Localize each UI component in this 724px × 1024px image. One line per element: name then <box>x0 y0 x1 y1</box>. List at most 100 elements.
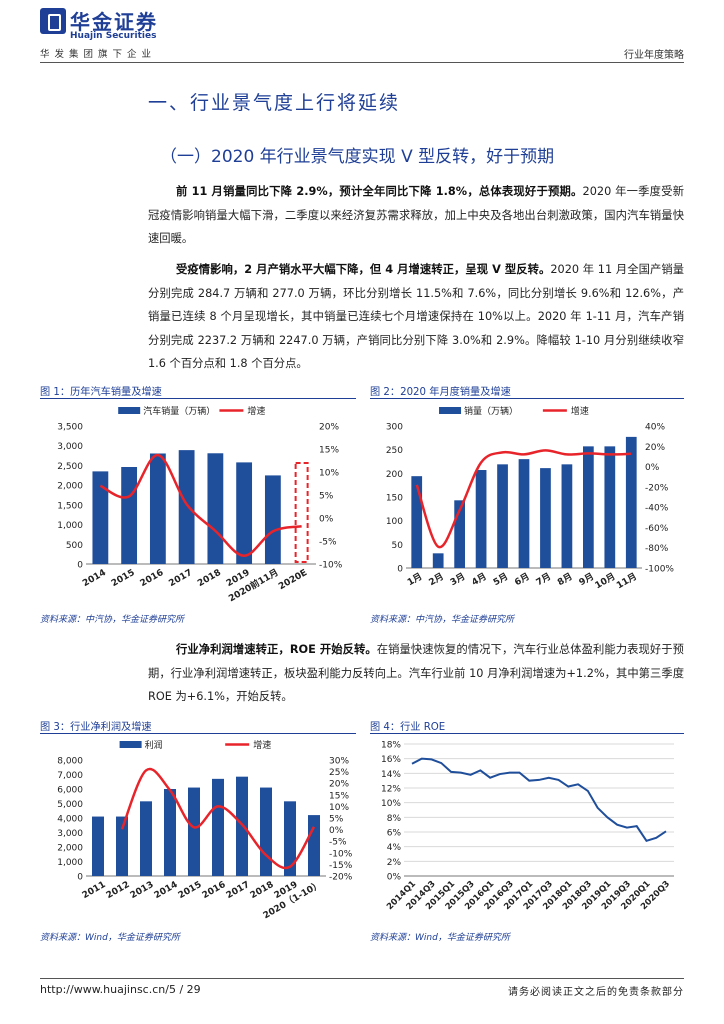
figure-2-source: 资料来源：中汽协，华金证券研究所 <box>370 615 515 625</box>
bar <box>454 500 465 568</box>
legend-bar-label: 利润 <box>145 739 163 751</box>
legend-line-label: 增速 <box>571 405 589 417</box>
y-tick-label: 100 <box>386 517 403 527</box>
y-tick-label: 1,500 <box>57 501 83 511</box>
bar <box>207 453 224 564</box>
y-tick-label: 200 <box>386 470 403 480</box>
figure-3-rule <box>40 733 356 734</box>
x-tick-label: 4月 <box>470 571 489 588</box>
bar <box>92 816 104 876</box>
y-tick-label: 10% <box>381 799 401 809</box>
y2-tick-label: 5% <box>329 815 344 825</box>
y-tick-label: 3,000 <box>57 442 83 452</box>
paragraph-3-body: 在销量快速恢复的情况下，汽车行业总体盈利能力表现好于预期，行业净利润增速转正，板… <box>148 643 684 703</box>
bar <box>236 462 253 564</box>
x-tick-label: 2020E <box>277 568 309 592</box>
bar <box>604 446 616 568</box>
bar <box>411 476 423 568</box>
y2-tick-label: -60% <box>645 524 669 534</box>
logo-icon <box>40 8 66 34</box>
x-tick-label: 1月 <box>406 571 425 588</box>
y2-tick-label: -5% <box>319 538 337 548</box>
x-tick-label: 5月 <box>491 571 510 588</box>
bar <box>583 446 594 568</box>
x-tick-label: 2015 <box>110 568 137 589</box>
y2-tick-label: -10% <box>329 849 353 859</box>
y-tick-label: 16% <box>381 755 401 765</box>
subsection-heading: （一）2020 年行业景气度实现 V 型反转，好于预期 <box>160 147 555 167</box>
y2-tick-label: -15% <box>329 861 353 871</box>
x-tick-label: 2014 <box>81 568 108 589</box>
y-tick-label: 50 <box>392 541 404 551</box>
y2-tick-label: -40% <box>645 504 669 514</box>
x-tick-label: 2017 <box>167 568 194 589</box>
growth-line <box>415 449 632 549</box>
paragraph-3-lead: 行业净利润增速转正，ROE 开始反转。 <box>176 643 377 656</box>
x-tick-label: 2016 <box>201 880 228 901</box>
x-tick-label: 2011 <box>81 880 108 901</box>
legend-bar-swatch <box>439 407 462 414</box>
growth-line <box>99 453 302 557</box>
y-tick-label: 250 <box>386 446 403 456</box>
legend-bar-swatch <box>118 407 141 414</box>
bar <box>164 789 176 876</box>
y2-tick-label: 5% <box>319 492 334 502</box>
bar <box>236 776 248 876</box>
logo-text-cn: 华金证券 <box>70 10 158 34</box>
x-tick-label: 2018 <box>196 568 223 589</box>
bar <box>140 801 152 876</box>
y-tick-label: 4% <box>387 843 402 853</box>
chart-industry-roe: 0%2%4%6%8%10%12%14%16%18%2014Q12014Q3201… <box>381 741 674 912</box>
y2-tick-label: 10% <box>319 469 339 479</box>
y-tick-label: 300 <box>386 423 403 433</box>
x-tick-label: 7月 <box>534 571 553 588</box>
bar <box>121 467 138 564</box>
y2-tick-label: -5% <box>329 838 347 848</box>
x-tick-label: 2017 <box>225 880 252 901</box>
header-subtitle: 华发集团旗下企业 <box>40 49 157 60</box>
y-tick-label: 0 <box>77 561 83 571</box>
y2-tick-label: 0% <box>329 826 344 836</box>
legend-bar-label: 汽车销量（万辆） <box>143 405 215 417</box>
x-tick-label: 2013 <box>129 880 156 901</box>
bar <box>561 464 573 568</box>
y2-tick-label: -20% <box>645 483 669 493</box>
y2-tick-label: 10% <box>329 803 349 813</box>
y-tick-label: 150 <box>386 494 403 504</box>
paragraph-1-body: 2020 年一季度受新冠疫情影响销量大幅下滑，二季度以来经济复苏需求释放，加上中… <box>148 185 684 245</box>
figure-3-title: 图 3：行业净利润及增速 <box>40 722 152 733</box>
x-tick-label: 2015 <box>177 880 204 901</box>
x-tick-label: 11月 <box>615 571 639 591</box>
y-tick-label: 8,000 <box>57 757 83 767</box>
y-tick-label: 2,500 <box>57 462 83 472</box>
footer-disclaimer: 请务必阅读正文之后的免责条款部分 <box>508 987 684 998</box>
paragraph-3: 行业净利润增速转正，ROE 开始反转。在销量快速恢复的情况下，汽车行业总体盈利能… <box>148 638 684 709</box>
legend-line-label: 增速 <box>247 405 265 417</box>
y-tick-label: 1,000 <box>57 858 83 868</box>
footer-divider <box>40 978 684 979</box>
y-tick-label: 2,000 <box>57 482 83 492</box>
legend-line-label: 增速 <box>253 739 271 751</box>
bar <box>518 459 530 568</box>
x-tick-label: 9月 <box>577 571 596 588</box>
y2-tick-label: -100% <box>645 565 674 575</box>
y2-tick-label: 25% <box>329 768 349 778</box>
y2-tick-label: 0% <box>319 515 334 525</box>
chart-monthly-sales: 0 50 100 150 200 250 300 -100% -80% -60% -40% -20% 0… <box>386 405 675 591</box>
y-tick-label: 500 <box>66 541 83 551</box>
bar <box>178 450 195 564</box>
x-tick-label: 2014 <box>153 880 180 901</box>
footer-url[interactable]: http://www.huajinsc.cn/5 / 29 <box>40 983 201 996</box>
x-tick-label: 2018 <box>249 880 276 901</box>
report-type: 行业年度策略 <box>624 50 684 61</box>
paragraph-2: 受疫情影响，2 月产销水平大幅下降，但 4 月增速转正，呈现 V 型反转。202… <box>148 258 684 376</box>
bar <box>92 471 109 564</box>
figure-1-rule <box>40 398 356 399</box>
legend-bar-swatch <box>119 741 142 748</box>
bar <box>497 464 508 568</box>
y-tick-label: 0% <box>387 873 402 883</box>
x-tick-label: 2月 <box>427 571 446 588</box>
y-tick-label: 2,000 <box>57 844 83 854</box>
legend-bar-label: 销量（万辆） <box>464 405 518 417</box>
x-tick-label: 10月 <box>593 571 617 591</box>
